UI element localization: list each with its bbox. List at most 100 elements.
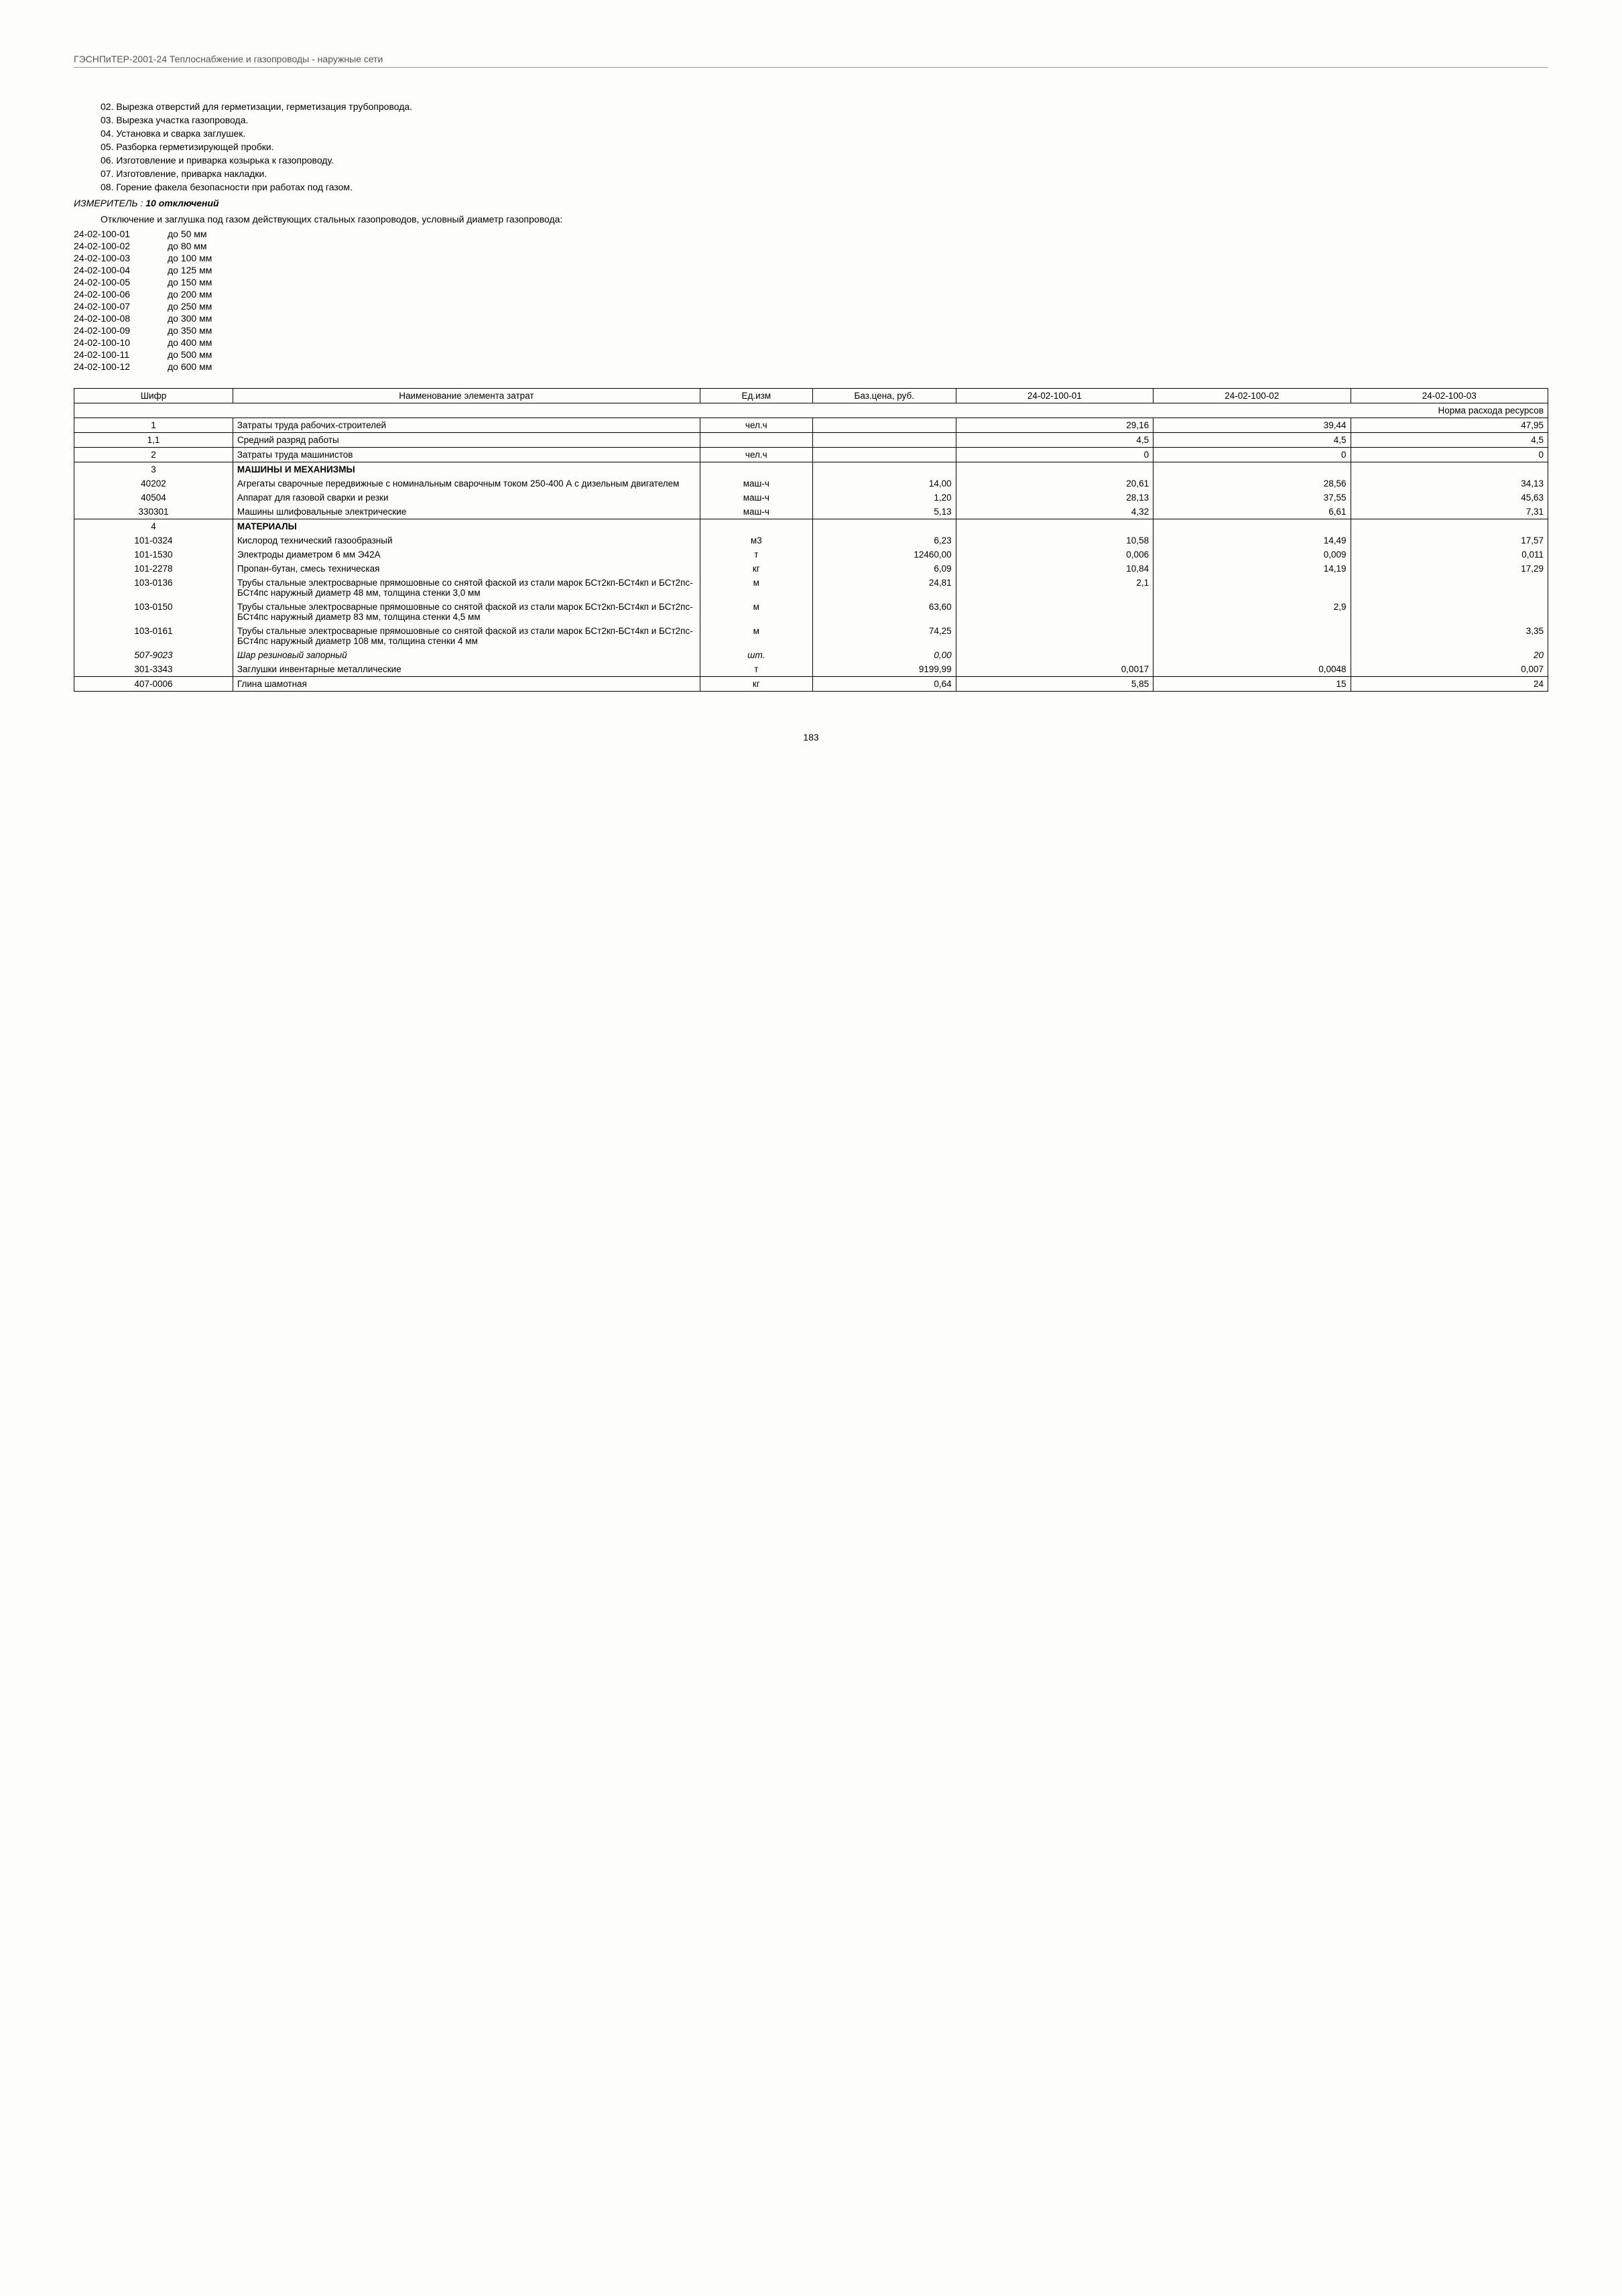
cell: м3 bbox=[700, 533, 812, 548]
table-row: 40202Агрегаты сварочные передвижные с но… bbox=[74, 476, 1548, 491]
cell: 301-3343 bbox=[74, 662, 233, 677]
cell: 2 bbox=[74, 448, 233, 462]
cell bbox=[1351, 600, 1548, 624]
cell: м bbox=[700, 600, 812, 624]
code-label: до 100 мм bbox=[168, 253, 212, 263]
page-number: 183 bbox=[74, 732, 1548, 743]
description: Отключение и заглушка под газом действую… bbox=[101, 214, 1548, 225]
operation-line: 04. Установка и сварка заглушек. bbox=[101, 128, 1548, 139]
code-id: 24-02-100-11 bbox=[74, 349, 168, 360]
cell: 3,35 bbox=[1351, 624, 1548, 648]
cell: 15 bbox=[1153, 677, 1351, 692]
operation-line: 02. Вырезка отверстий для герметизации, … bbox=[101, 101, 1548, 112]
operation-line: 05. Разборка герметизирующей пробки. bbox=[101, 141, 1548, 152]
cell: 507-9023 bbox=[74, 648, 233, 662]
code-row: 24-02-100-11до 500 мм bbox=[74, 349, 1548, 360]
cell: МАШИНЫ И МЕХАНИЗМЫ bbox=[233, 462, 700, 477]
code-id: 24-02-100-09 bbox=[74, 325, 168, 336]
cell: Глина шамотная bbox=[233, 677, 700, 692]
code-id: 24-02-100-03 bbox=[74, 253, 168, 263]
code-label: до 500 мм bbox=[168, 349, 212, 360]
operation-line: 06. Изготовление и приварка козырька к г… bbox=[101, 155, 1548, 166]
table-row: 101-0324Кислород технический газообразны… bbox=[74, 533, 1548, 548]
cell bbox=[1351, 576, 1548, 600]
cell: 20 bbox=[1351, 648, 1548, 662]
table-row: 103-0136Трубы стальные электросварные пр… bbox=[74, 576, 1548, 600]
cell bbox=[1153, 462, 1351, 477]
cell: 74,25 bbox=[812, 624, 956, 648]
cell: 2,9 bbox=[1153, 600, 1351, 624]
th-c3: 24-02-100-03 bbox=[1351, 389, 1548, 403]
cell: 2,1 bbox=[956, 576, 1153, 600]
cell: 0 bbox=[1153, 448, 1351, 462]
cell bbox=[812, 462, 956, 477]
cell bbox=[956, 648, 1153, 662]
cell: м bbox=[700, 624, 812, 648]
cell: т bbox=[700, 548, 812, 562]
codes-list: 24-02-100-01до 50 мм24-02-100-02до 80 мм… bbox=[74, 229, 1548, 372]
cell: 0,0017 bbox=[956, 662, 1153, 677]
cell: Средний разряд работы bbox=[233, 433, 700, 448]
table-header-row: Шифр Наименование элемента затрат Ед.изм… bbox=[74, 389, 1548, 403]
cell: 24,81 bbox=[812, 576, 956, 600]
table-row: 103-0150Трубы стальные электросварные пр… bbox=[74, 600, 1548, 624]
table-row: 4МАТЕРИАЛЫ bbox=[74, 519, 1548, 534]
cell: 407-0006 bbox=[74, 677, 233, 692]
cell: 0,00 bbox=[812, 648, 956, 662]
cell: 101-0324 bbox=[74, 533, 233, 548]
izm-value: 10 отключений bbox=[145, 198, 219, 208]
table-row: 507-9023Шар резиновый запорныйшт.0,0020 bbox=[74, 648, 1548, 662]
code-label: до 300 мм bbox=[168, 313, 212, 324]
table-row: 301-3343Заглушки инвентарные металлическ… bbox=[74, 662, 1548, 677]
code-label: до 200 мм bbox=[168, 289, 212, 300]
cell bbox=[956, 624, 1153, 648]
cell: Машины шлифовальные электрические bbox=[233, 505, 700, 519]
code-label: до 600 мм bbox=[168, 361, 212, 372]
cell bbox=[956, 462, 1153, 477]
code-row: 24-02-100-05до 150 мм bbox=[74, 277, 1548, 288]
cell: Трубы стальные электросварные прямошовны… bbox=[233, 624, 700, 648]
code-label: до 400 мм bbox=[168, 337, 212, 348]
cell: 101-1530 bbox=[74, 548, 233, 562]
cell: м bbox=[700, 576, 812, 600]
th-c1: 24-02-100-01 bbox=[956, 389, 1153, 403]
cell: 47,95 bbox=[1351, 418, 1548, 433]
cell: маш-ч bbox=[700, 505, 812, 519]
code-label: до 80 мм bbox=[168, 241, 207, 251]
cell bbox=[1153, 648, 1351, 662]
table-row: 101-2278Пропан-бутан, смесь техническаяк… bbox=[74, 562, 1548, 576]
cell: Затраты труда рабочих-строителей bbox=[233, 418, 700, 433]
cell: 1,20 bbox=[812, 491, 956, 505]
norma-label: Норма расхода ресурсов bbox=[74, 403, 1548, 418]
cell: 103-0150 bbox=[74, 600, 233, 624]
operation-line: 08. Горение факела безопасности при рабо… bbox=[101, 182, 1548, 192]
cell: 5,85 bbox=[956, 677, 1153, 692]
cell: шт. bbox=[700, 648, 812, 662]
cell: 17,29 bbox=[1351, 562, 1548, 576]
cell: 5,13 bbox=[812, 505, 956, 519]
cell bbox=[700, 519, 812, 534]
table-row: 330301Машины шлифовальные электрическием… bbox=[74, 505, 1548, 519]
cell: Аппарат для газовой сварки и резки bbox=[233, 491, 700, 505]
code-row: 24-02-100-06до 200 мм bbox=[74, 289, 1548, 300]
cell: 0 bbox=[956, 448, 1153, 462]
code-row: 24-02-100-07до 250 мм bbox=[74, 301, 1548, 312]
cell bbox=[956, 600, 1153, 624]
cell bbox=[1153, 519, 1351, 534]
table-row: 1,1Средний разряд работы4,54,54,5 bbox=[74, 433, 1548, 448]
cell: 10,58 bbox=[956, 533, 1153, 548]
code-id: 24-02-100-01 bbox=[74, 229, 168, 239]
cell bbox=[812, 519, 956, 534]
cell: 39,44 bbox=[1153, 418, 1351, 433]
cell: 4,5 bbox=[956, 433, 1153, 448]
cell: т bbox=[700, 662, 812, 677]
cell: 24 bbox=[1351, 677, 1548, 692]
cell: 4,5 bbox=[1351, 433, 1548, 448]
cell: 9199,99 bbox=[812, 662, 956, 677]
cell: 4,32 bbox=[956, 505, 1153, 519]
cell: 28,13 bbox=[956, 491, 1153, 505]
cell: 7,31 bbox=[1351, 505, 1548, 519]
cell: 34,13 bbox=[1351, 476, 1548, 491]
code-label: до 50 мм bbox=[168, 229, 207, 239]
code-label: до 350 мм bbox=[168, 325, 212, 336]
